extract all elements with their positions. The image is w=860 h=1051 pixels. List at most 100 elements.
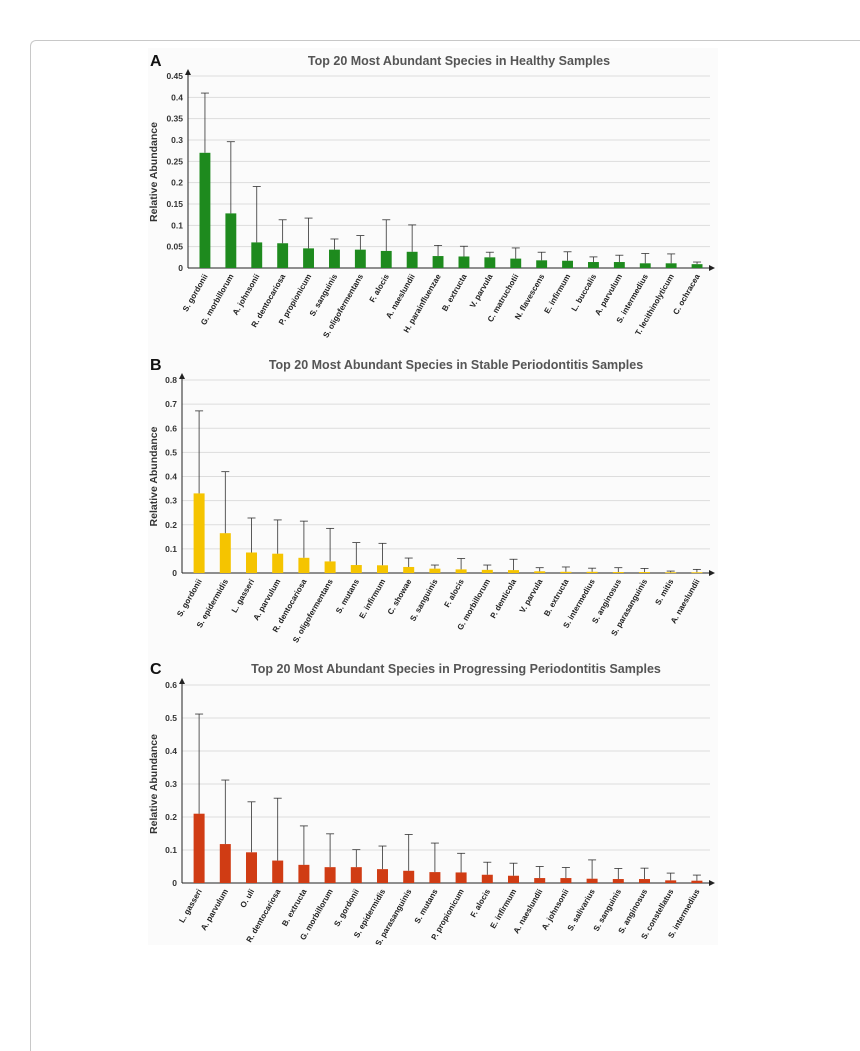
x-tick-label: E. infirmum (542, 273, 572, 316)
bar (665, 880, 677, 883)
x-tick-label: S. sanguinis (408, 577, 440, 623)
bar (562, 260, 573, 268)
bar (298, 557, 310, 573)
y-tick-label: 0.45 (166, 71, 183, 81)
bar (455, 872, 467, 883)
bar (298, 864, 310, 883)
y-axis-label: Relative Abundance (148, 122, 160, 222)
bar (245, 852, 258, 883)
x-axis-arrow (709, 880, 715, 886)
chart-title: Top 20 Most Abundant Species in Stable P… (269, 358, 643, 372)
y-tick-label: 0.5 (165, 447, 177, 457)
x-tick-label: S. gordonii (175, 578, 204, 619)
bar (665, 263, 677, 268)
x-axis-arrow (709, 265, 715, 271)
x-tick-label: S. mitis (653, 577, 675, 607)
x-tick-label: O. uli (238, 888, 256, 910)
y-tick-label: 0 (178, 263, 183, 273)
bar (272, 860, 284, 883)
x-tick-label: S. mutans (334, 577, 361, 615)
bar (665, 572, 677, 574)
bar (639, 263, 651, 268)
y-tick-label: 0.4 (165, 472, 177, 482)
bar (510, 258, 522, 268)
y-axis-label: Relative Abundance (148, 734, 160, 834)
x-tick-label: B. extructa (542, 577, 571, 618)
x-tick-label: V. parvula (518, 577, 545, 614)
chart-title: Top 20 Most Abundant Species in Healthy … (308, 54, 610, 68)
bar (458, 256, 470, 268)
bar (586, 571, 598, 573)
bar (350, 867, 362, 883)
chart-title: Top 20 Most Abundant Species in Progress… (251, 662, 661, 676)
x-tick-label: A. parvulum (252, 578, 283, 623)
x-tick-label: A. johnsonii (540, 888, 571, 932)
bar (560, 878, 572, 883)
bar (481, 874, 493, 883)
bar (251, 242, 263, 268)
bar (432, 256, 444, 268)
bar (534, 878, 546, 883)
y-tick-label: 0 (172, 878, 177, 888)
bar (324, 867, 336, 883)
bar (350, 565, 362, 573)
card-frame (30, 40, 860, 1051)
bar (691, 572, 703, 574)
y-axis-arrow (179, 678, 185, 684)
bar (219, 844, 231, 883)
x-tick-label: L. gasseri (230, 578, 256, 615)
bar (481, 569, 493, 573)
bar (613, 262, 625, 268)
x-tick-label: C. ochracea (671, 272, 702, 316)
x-tick-label: B. extructa (280, 887, 309, 928)
bar (638, 879, 651, 883)
x-tick-label: F. alocis (368, 272, 392, 304)
bar (484, 257, 496, 268)
bar (324, 561, 336, 573)
y-tick-label: 0 (172, 568, 177, 578)
x-tick-label: A. parvulum (199, 888, 230, 933)
bar (193, 493, 205, 573)
x-tick-label: S. gordonii (332, 888, 361, 929)
panel-label: A (150, 53, 162, 70)
y-tick-label: 0.5 (165, 713, 177, 723)
y-tick-label: 0.25 (166, 156, 183, 166)
y-tick-label: 0.6 (165, 680, 177, 690)
x-tick-label: E. infirmum (357, 578, 387, 621)
bar (406, 251, 418, 268)
x-axis-arrow (709, 570, 715, 576)
figure-panel: A Top 20 Most Abundant Species in Healthy… (148, 48, 718, 947)
bar (612, 572, 624, 573)
bar (376, 565, 389, 573)
bar (225, 213, 237, 268)
x-tick-label: B. extructa (440, 272, 469, 313)
y-tick-label: 0.8 (165, 375, 177, 385)
bar (403, 870, 415, 883)
bar (429, 568, 441, 573)
bar (380, 250, 392, 268)
bar (199, 152, 211, 268)
y-tick-label: 0.3 (171, 135, 183, 145)
bar (329, 249, 340, 268)
y-tick-label: 0.6 (165, 423, 177, 433)
bar (429, 872, 441, 883)
bar (612, 879, 624, 883)
x-tick-label: C. showae (386, 577, 414, 616)
x-tick-label: V. parvula (468, 272, 495, 309)
y-tick-label: 0.2 (165, 520, 177, 530)
y-axis-arrow (185, 69, 191, 75)
bar (303, 248, 314, 268)
bar (193, 813, 205, 883)
panel-label: B (150, 357, 162, 374)
bar (691, 880, 703, 883)
bar (586, 878, 598, 883)
x-tick-label: L. buccalis (570, 272, 599, 313)
x-tick-label: S. gordonii (181, 273, 210, 314)
bar (272, 553, 284, 573)
bar (638, 572, 651, 573)
chart-panel-c: C Top 20 Most Abundant Species in Progres… (148, 661, 715, 947)
x-tick-label: S. mutans (413, 887, 440, 925)
chart-panel-a: A Top 20 Most Abundant Species in Healthy… (148, 53, 715, 339)
x-tick-label: F. alocis (469, 887, 493, 919)
y-tick-label: 0.3 (165, 779, 177, 789)
